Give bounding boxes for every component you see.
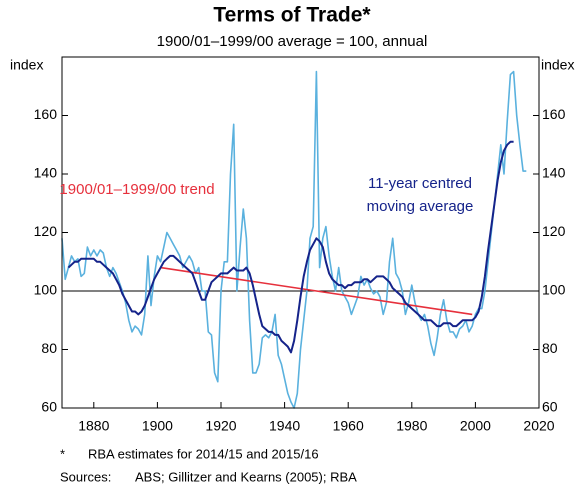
x-tick-label: 1880 (78, 418, 109, 434)
y2-tick-label: 160 (542, 106, 566, 122)
y-tick-label: 100 (34, 282, 58, 298)
series-line (160, 266, 473, 316)
y2-tick-label: 120 (542, 223, 566, 239)
x-tick-label: 1940 (269, 418, 300, 434)
y-tick-label: 140 (34, 165, 58, 181)
moving-average-label: 11-year centred moving average (366, 175, 474, 215)
x-tick-label: 2020 (523, 418, 554, 434)
footnote-text: ABS; Gillitzer and Kearns (2005); RBA (135, 469, 357, 484)
y-tick-label: 160 (34, 106, 58, 122)
y2-tick-label: 100 (542, 282, 566, 298)
y2-axis-label: index (541, 57, 574, 73)
y2-tick-label: 60 (542, 399, 558, 415)
trend-label: 1900/01–1999/00 trend (59, 181, 215, 198)
x-tick-label: 2000 (460, 418, 491, 434)
series-line (61, 70, 527, 409)
footnote-key: * (60, 446, 65, 461)
x-tick-label: 1900 (142, 418, 173, 434)
y2-tick-label: 80 (542, 340, 558, 356)
series-line (67, 140, 514, 354)
y-axis-label: index (10, 57, 43, 73)
y2-tick-label: 140 (542, 165, 566, 181)
chart-title: Terms of Trade* (213, 4, 371, 27)
y-tick-label: 60 (41, 399, 57, 415)
y-tick-label: 120 (34, 223, 58, 239)
x-tick-label: 1980 (396, 418, 427, 434)
x-tick-label: 1960 (333, 418, 364, 434)
chart-subtitle: 1900/01–1999/00 average = 100, annual (157, 33, 428, 50)
x-tick-label: 1920 (205, 418, 236, 434)
footnote-text: RBA estimates for 2014/15 and 2015/16 (88, 446, 319, 461)
plot-frame (61, 56, 540, 409)
footnote-key: Sources: (60, 469, 111, 484)
y-tick-label: 80 (41, 340, 57, 356)
